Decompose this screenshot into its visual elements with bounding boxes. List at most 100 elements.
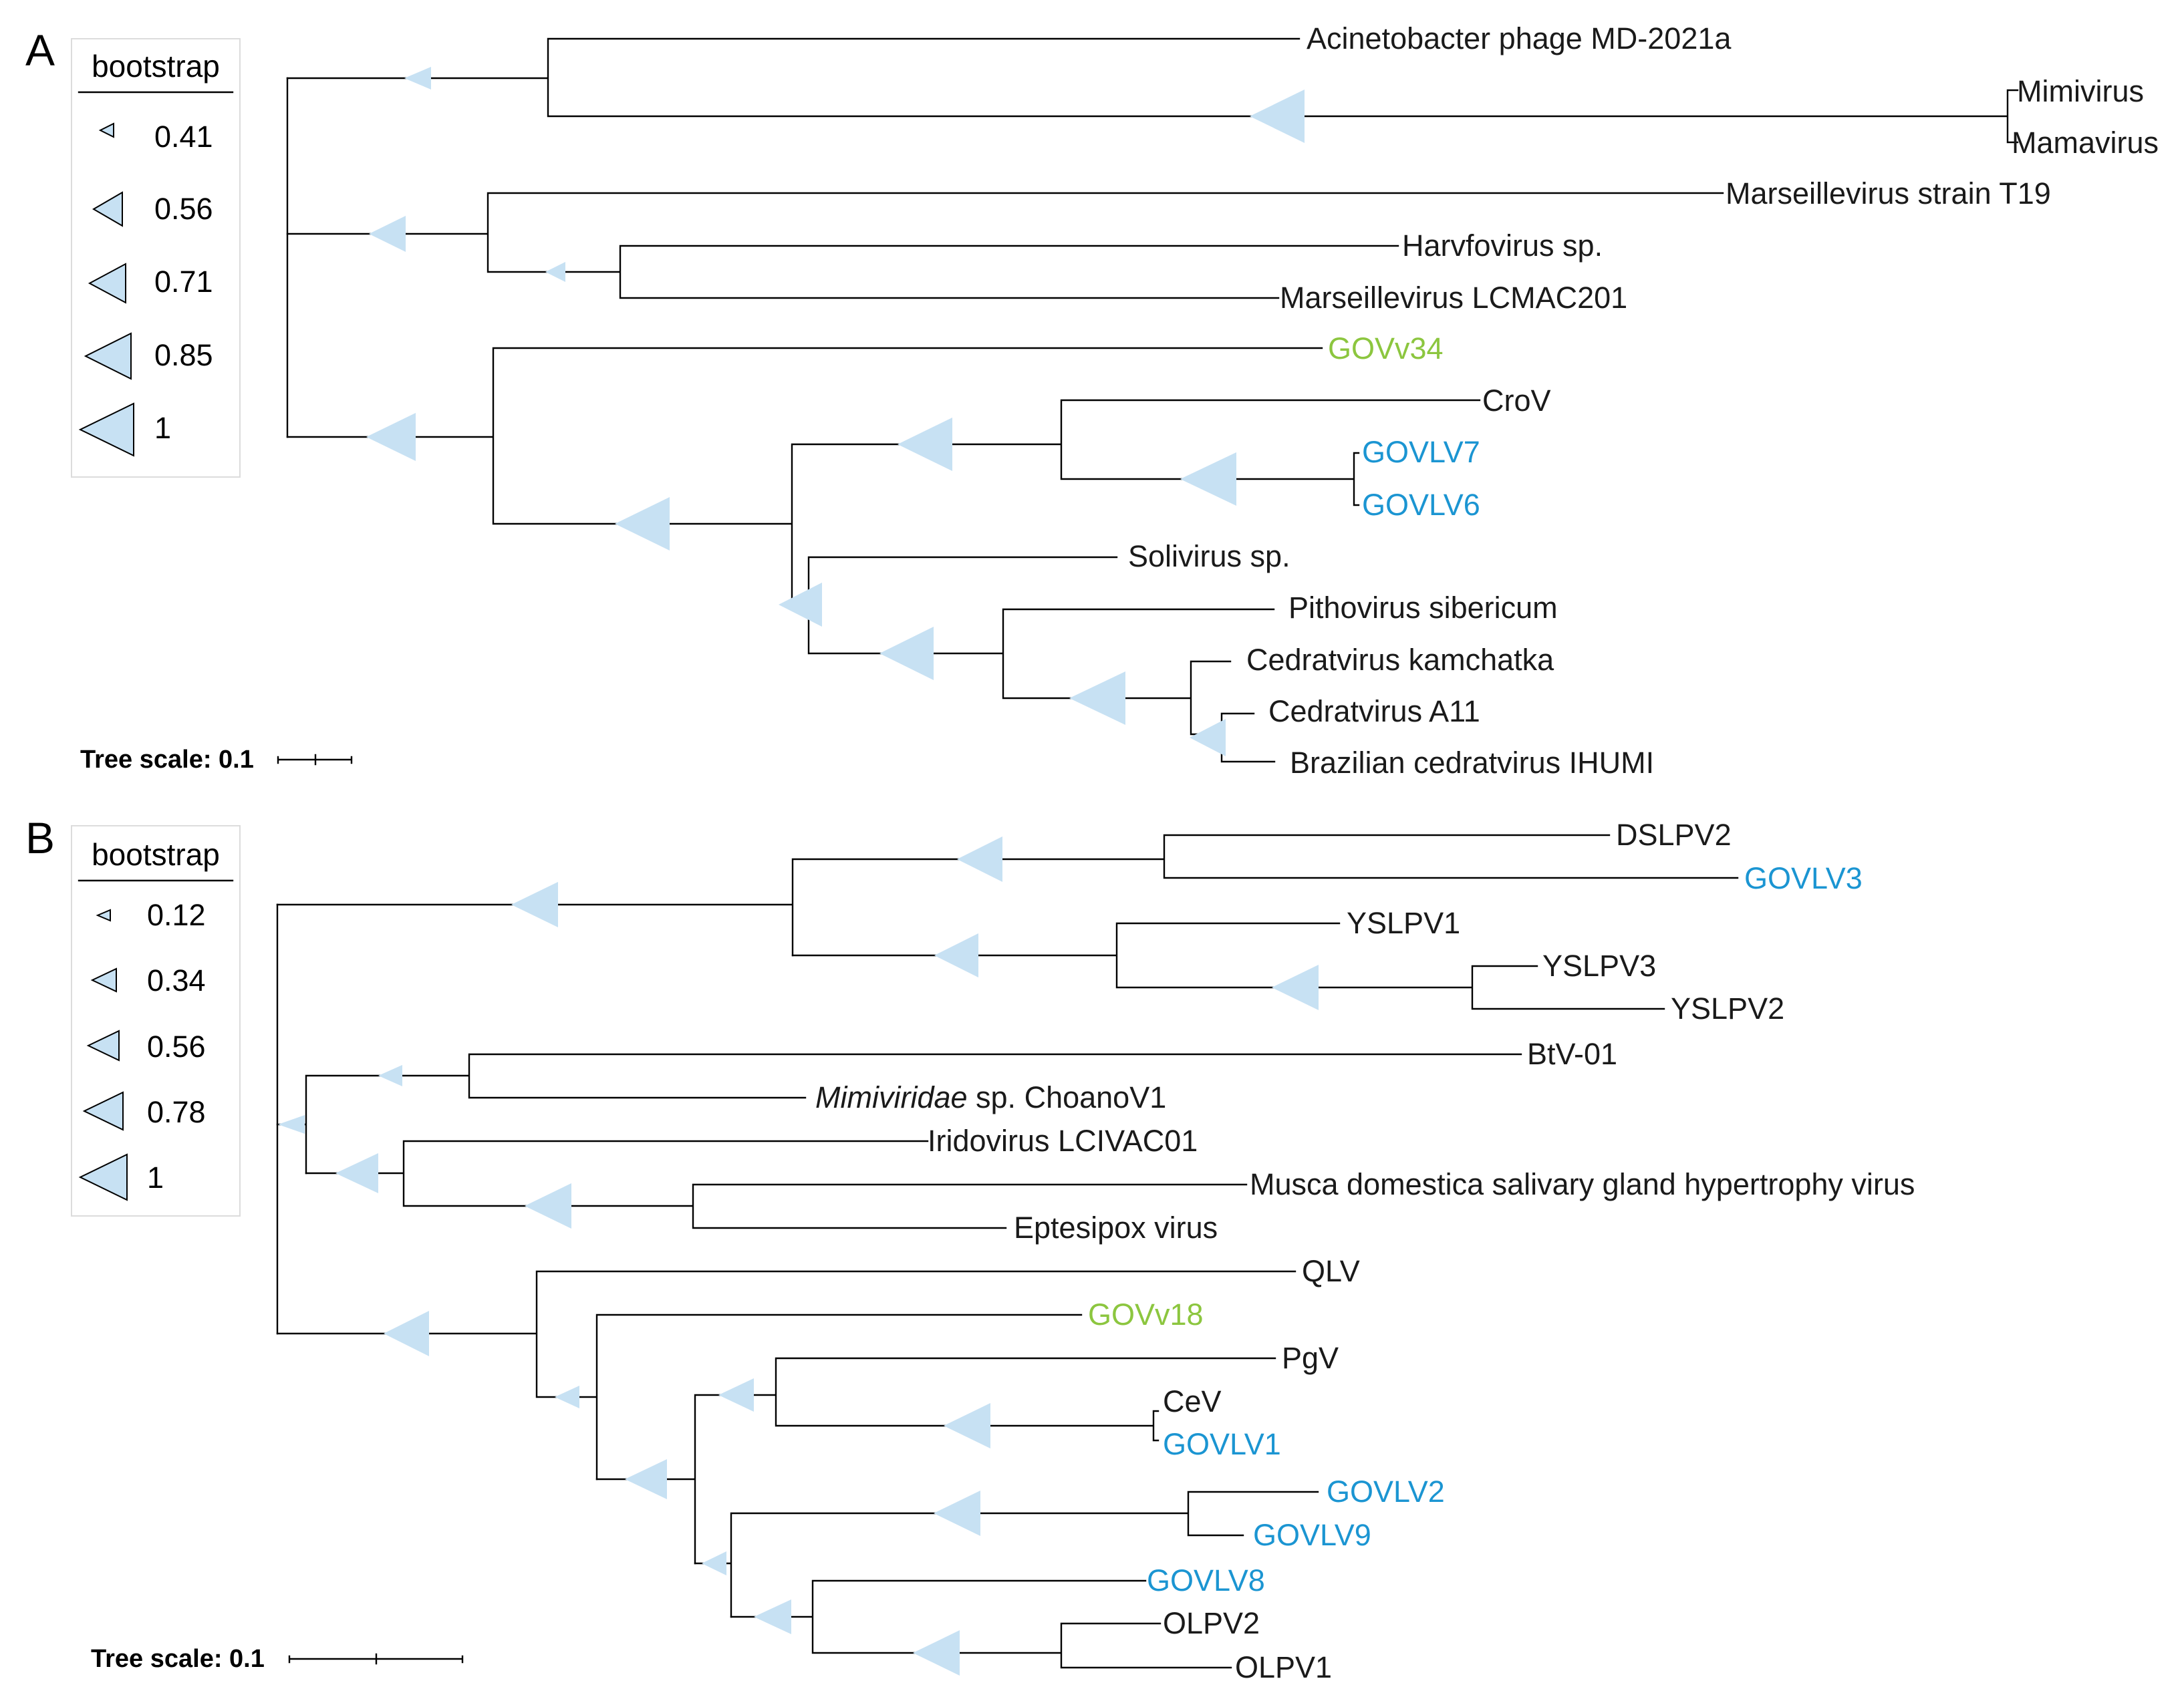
bootstrap-triangle <box>384 1311 429 1356</box>
leaf-label: GOVLV1 <box>1163 1427 1281 1461</box>
leaf-label: Marseillevirus strain T19 <box>1726 176 2051 210</box>
bootstrap-triangle <box>957 836 1002 882</box>
bootstrap-triangle <box>278 1115 305 1134</box>
leaf-label: GOVLV6 <box>1362 488 1480 522</box>
bootstrap-legend-b: bootstrap 0.12 0.34 0.56 0.78 1 <box>71 825 241 1217</box>
leaf-label: Harvfovirus sp. <box>1402 228 1603 263</box>
leaf-label: Mimivirus <box>2017 74 2144 108</box>
bootstrap-triangle <box>1190 719 1226 756</box>
tree-a-branches <box>277 37 2019 766</box>
leaf-label: Eptesipox virus <box>1014 1211 1218 1245</box>
tree-a-bootstrap-triangles <box>366 67 1305 756</box>
bootstrap-triangle <box>555 1386 579 1408</box>
legend-b-title: bootstrap <box>92 837 220 872</box>
bootstrap-triangle <box>944 1403 990 1448</box>
leaf-label: GOVv18 <box>1088 1297 1204 1332</box>
leaf-label: DSLPV2 <box>1616 818 1732 852</box>
legend-b-triangle-5 <box>78 1153 128 1201</box>
leaf-label: QLV <box>1302 1254 1360 1288</box>
bootstrap-triangle <box>511 882 558 927</box>
bootstrap-triangle <box>754 1599 791 1634</box>
bootstrap-triangle <box>718 1378 754 1412</box>
leaf-label: YSLPV2 <box>1671 991 1784 1026</box>
bootstrap-triangle <box>934 933 978 977</box>
legend-a-triangle-4 <box>84 332 132 380</box>
leaf-label: BtV-01 <box>1527 1037 1617 1071</box>
tree-a-leaf-labels: Acinetobacter phage MD-2021a Mimivirus M… <box>1128 21 2159 780</box>
bootstrap-triangle <box>913 1630 960 1676</box>
leaf-label-mimiviridae: Mimiviridae sp. ChoanoV1 <box>815 1080 1166 1114</box>
panel-b-label: B <box>25 813 55 863</box>
leaf-label: Cedratvirus kamchatka <box>1246 643 1554 677</box>
leaf-label: YSLPV3 <box>1542 949 1656 983</box>
legend-b-value-2: 0.34 <box>147 963 206 997</box>
leaf-label: GOVLV9 <box>1253 1518 1371 1552</box>
legend-a-triangle-3 <box>88 263 126 304</box>
bootstrap-triangle <box>1272 965 1319 1010</box>
leaf-label: OLPV2 <box>1163 1606 1260 1640</box>
legend-b-value-1: 0.12 <box>147 898 206 932</box>
panel-b: B bootstrap 0.12 0.34 0.56 0.78 1 <box>25 813 1915 1684</box>
legend-b-box <box>71 825 241 1217</box>
tree-scale-a-label: Tree scale: 0.1 <box>80 746 254 774</box>
leaf-label-rest: sp. ChoanoV1 <box>968 1080 1167 1114</box>
panel-a: A bootstrap 0.41 0.56 0.71 0.85 1 <box>25 21 2159 780</box>
legend-a-value-4: 0.85 <box>154 338 213 372</box>
leaf-label: Iridovirus LCIVAC01 <box>928 1124 1198 1158</box>
legend-a-value-1: 0.41 <box>154 120 213 154</box>
bootstrap-triangle <box>934 1491 980 1536</box>
leaf-label: Pithovirus sibericum <box>1288 591 1558 625</box>
leaf-label: GOVLV2 <box>1327 1475 1445 1509</box>
bootstrap-triangle <box>615 497 670 551</box>
leaf-label: Marseillevirus LCMAC201 <box>1280 281 1627 315</box>
bootstrap-triangle <box>369 216 406 252</box>
bootstrap-triangle <box>1069 671 1125 725</box>
leaf-label: GOVv34 <box>1328 331 1444 365</box>
legend-b-triangle-2 <box>90 967 117 993</box>
tree-b-branches <box>276 834 1739 1669</box>
tree-b-bootstrap-triangles <box>278 836 1319 1676</box>
leaf-label: Musca domestica salivary gland hypertrop… <box>1250 1167 1915 1201</box>
bootstrap-triangle <box>1180 452 1236 506</box>
bootstrap-triangle <box>779 583 822 627</box>
leaf-label-italic: Mimiviridae <box>815 1080 968 1114</box>
bootstrap-triangle <box>335 1153 378 1193</box>
tree-b-leaf-labels: DSLPV2 GOVLV3 YSLPV1 YSLPV3 YSLPV2 BtV-0… <box>815 818 1915 1684</box>
bootstrap-triangle <box>545 262 565 282</box>
leaf-label: Solivirus sp. <box>1128 539 1290 573</box>
leaf-label: GOVLV7 <box>1362 435 1480 469</box>
leaf-label: CroV <box>1482 383 1551 418</box>
panel-a-label: A <box>25 25 55 75</box>
legend-b-triangle-3 <box>86 1030 120 1062</box>
bootstrap-triangle <box>366 413 416 461</box>
bootstrap-triangle <box>879 627 934 680</box>
leaf-label: Brazilian cedratvirus IHUMI <box>1290 746 1654 780</box>
legend-a-triangle-2 <box>92 191 123 227</box>
legend-a-value-5: 1 <box>154 411 171 445</box>
leaf-label: CeV <box>1163 1384 1222 1418</box>
bootstrap-triangle <box>898 418 952 471</box>
legend-b-value-4: 0.78 <box>147 1095 206 1129</box>
legend-a-box <box>71 38 241 478</box>
leaf-label: Mamavirus <box>2012 126 2159 160</box>
leaf-label: YSLPV1 <box>1347 906 1460 940</box>
legend-a-triangle-1 <box>98 122 114 138</box>
bootstrap-triangle <box>525 1183 571 1229</box>
leaf-label: GOVLV8 <box>1147 1563 1265 1597</box>
legend-b-value-3: 0.56 <box>147 1030 206 1064</box>
bootstrap-triangle <box>404 67 431 90</box>
legend-a-title: bootstrap <box>92 49 220 84</box>
bootstrap-triangle <box>702 1551 726 1575</box>
legend-b-value-5: 1 <box>147 1161 164 1195</box>
leaf-label: Acinetobacter phage MD-2021a <box>1307 21 1732 55</box>
tree-scale-b-label: Tree scale: 0.1 <box>91 1645 265 1673</box>
legend-b-triangle-1 <box>96 909 111 922</box>
legend-a-value-2: 0.56 <box>154 192 213 226</box>
bootstrap-triangle <box>1250 90 1305 143</box>
leaf-label: GOVLV3 <box>1744 861 1863 895</box>
legend-a-value-3: 0.71 <box>154 265 213 299</box>
bootstrap-triangle <box>625 1459 667 1499</box>
leaf-label: PgV <box>1282 1341 1339 1375</box>
leaf-label: Cedratvirus A11 <box>1268 694 1480 728</box>
